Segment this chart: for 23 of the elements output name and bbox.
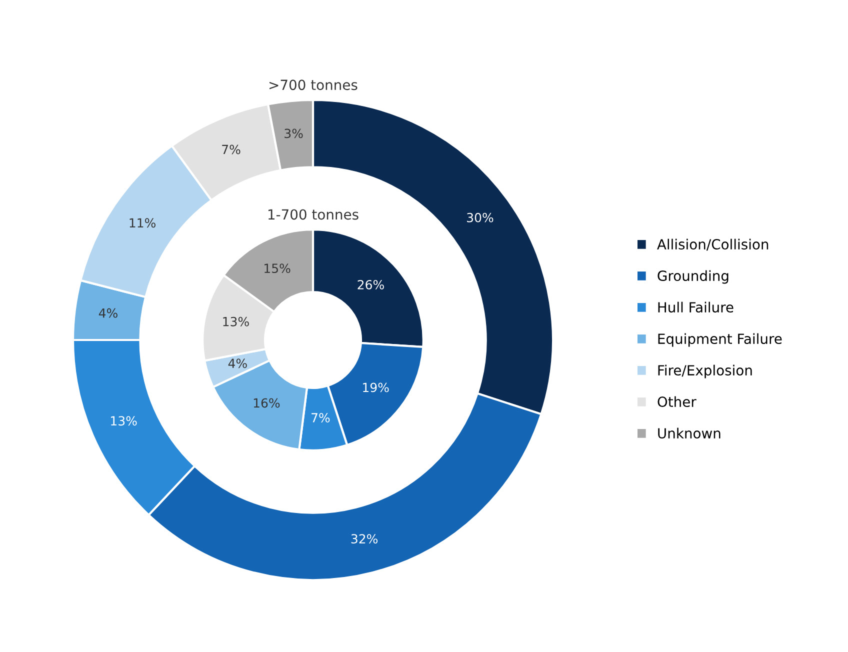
- data-label: 26%: [358, 280, 384, 290]
- legend-label: Grounding: [658, 270, 728, 284]
- data-label: 16%: [254, 398, 280, 408]
- data-label: 4%: [228, 358, 247, 368]
- data-label: 32%: [351, 534, 378, 544]
- legend-label: Fire/Explosion: [658, 364, 752, 378]
- data-label: 30%: [467, 212, 494, 222]
- data-label: 11%: [130, 218, 156, 228]
- legend-label: Unknown: [658, 428, 720, 439]
- legend-label: Other: [658, 396, 696, 408]
- data-label: 13%: [223, 316, 249, 326]
- slice-label: 1-700 tonnes: [268, 209, 358, 220]
- data-label: 13%: [111, 416, 137, 426]
- legend-label: Allision/Collision: [657, 238, 768, 251]
- data-label: 7%: [312, 413, 330, 422]
- data-label: 15%: [264, 264, 290, 274]
- data-label: 3%: [284, 128, 303, 138]
- data-label: 4%: [98, 308, 118, 318]
- slice-label: >700 tonnes: [270, 80, 358, 90]
- legend-label: Equipment Failure: [658, 333, 782, 347]
- data-label: 7%: [222, 144, 240, 154]
- data-label: 19%: [363, 382, 389, 392]
- legend-label: Hull Failure: [658, 302, 734, 313]
